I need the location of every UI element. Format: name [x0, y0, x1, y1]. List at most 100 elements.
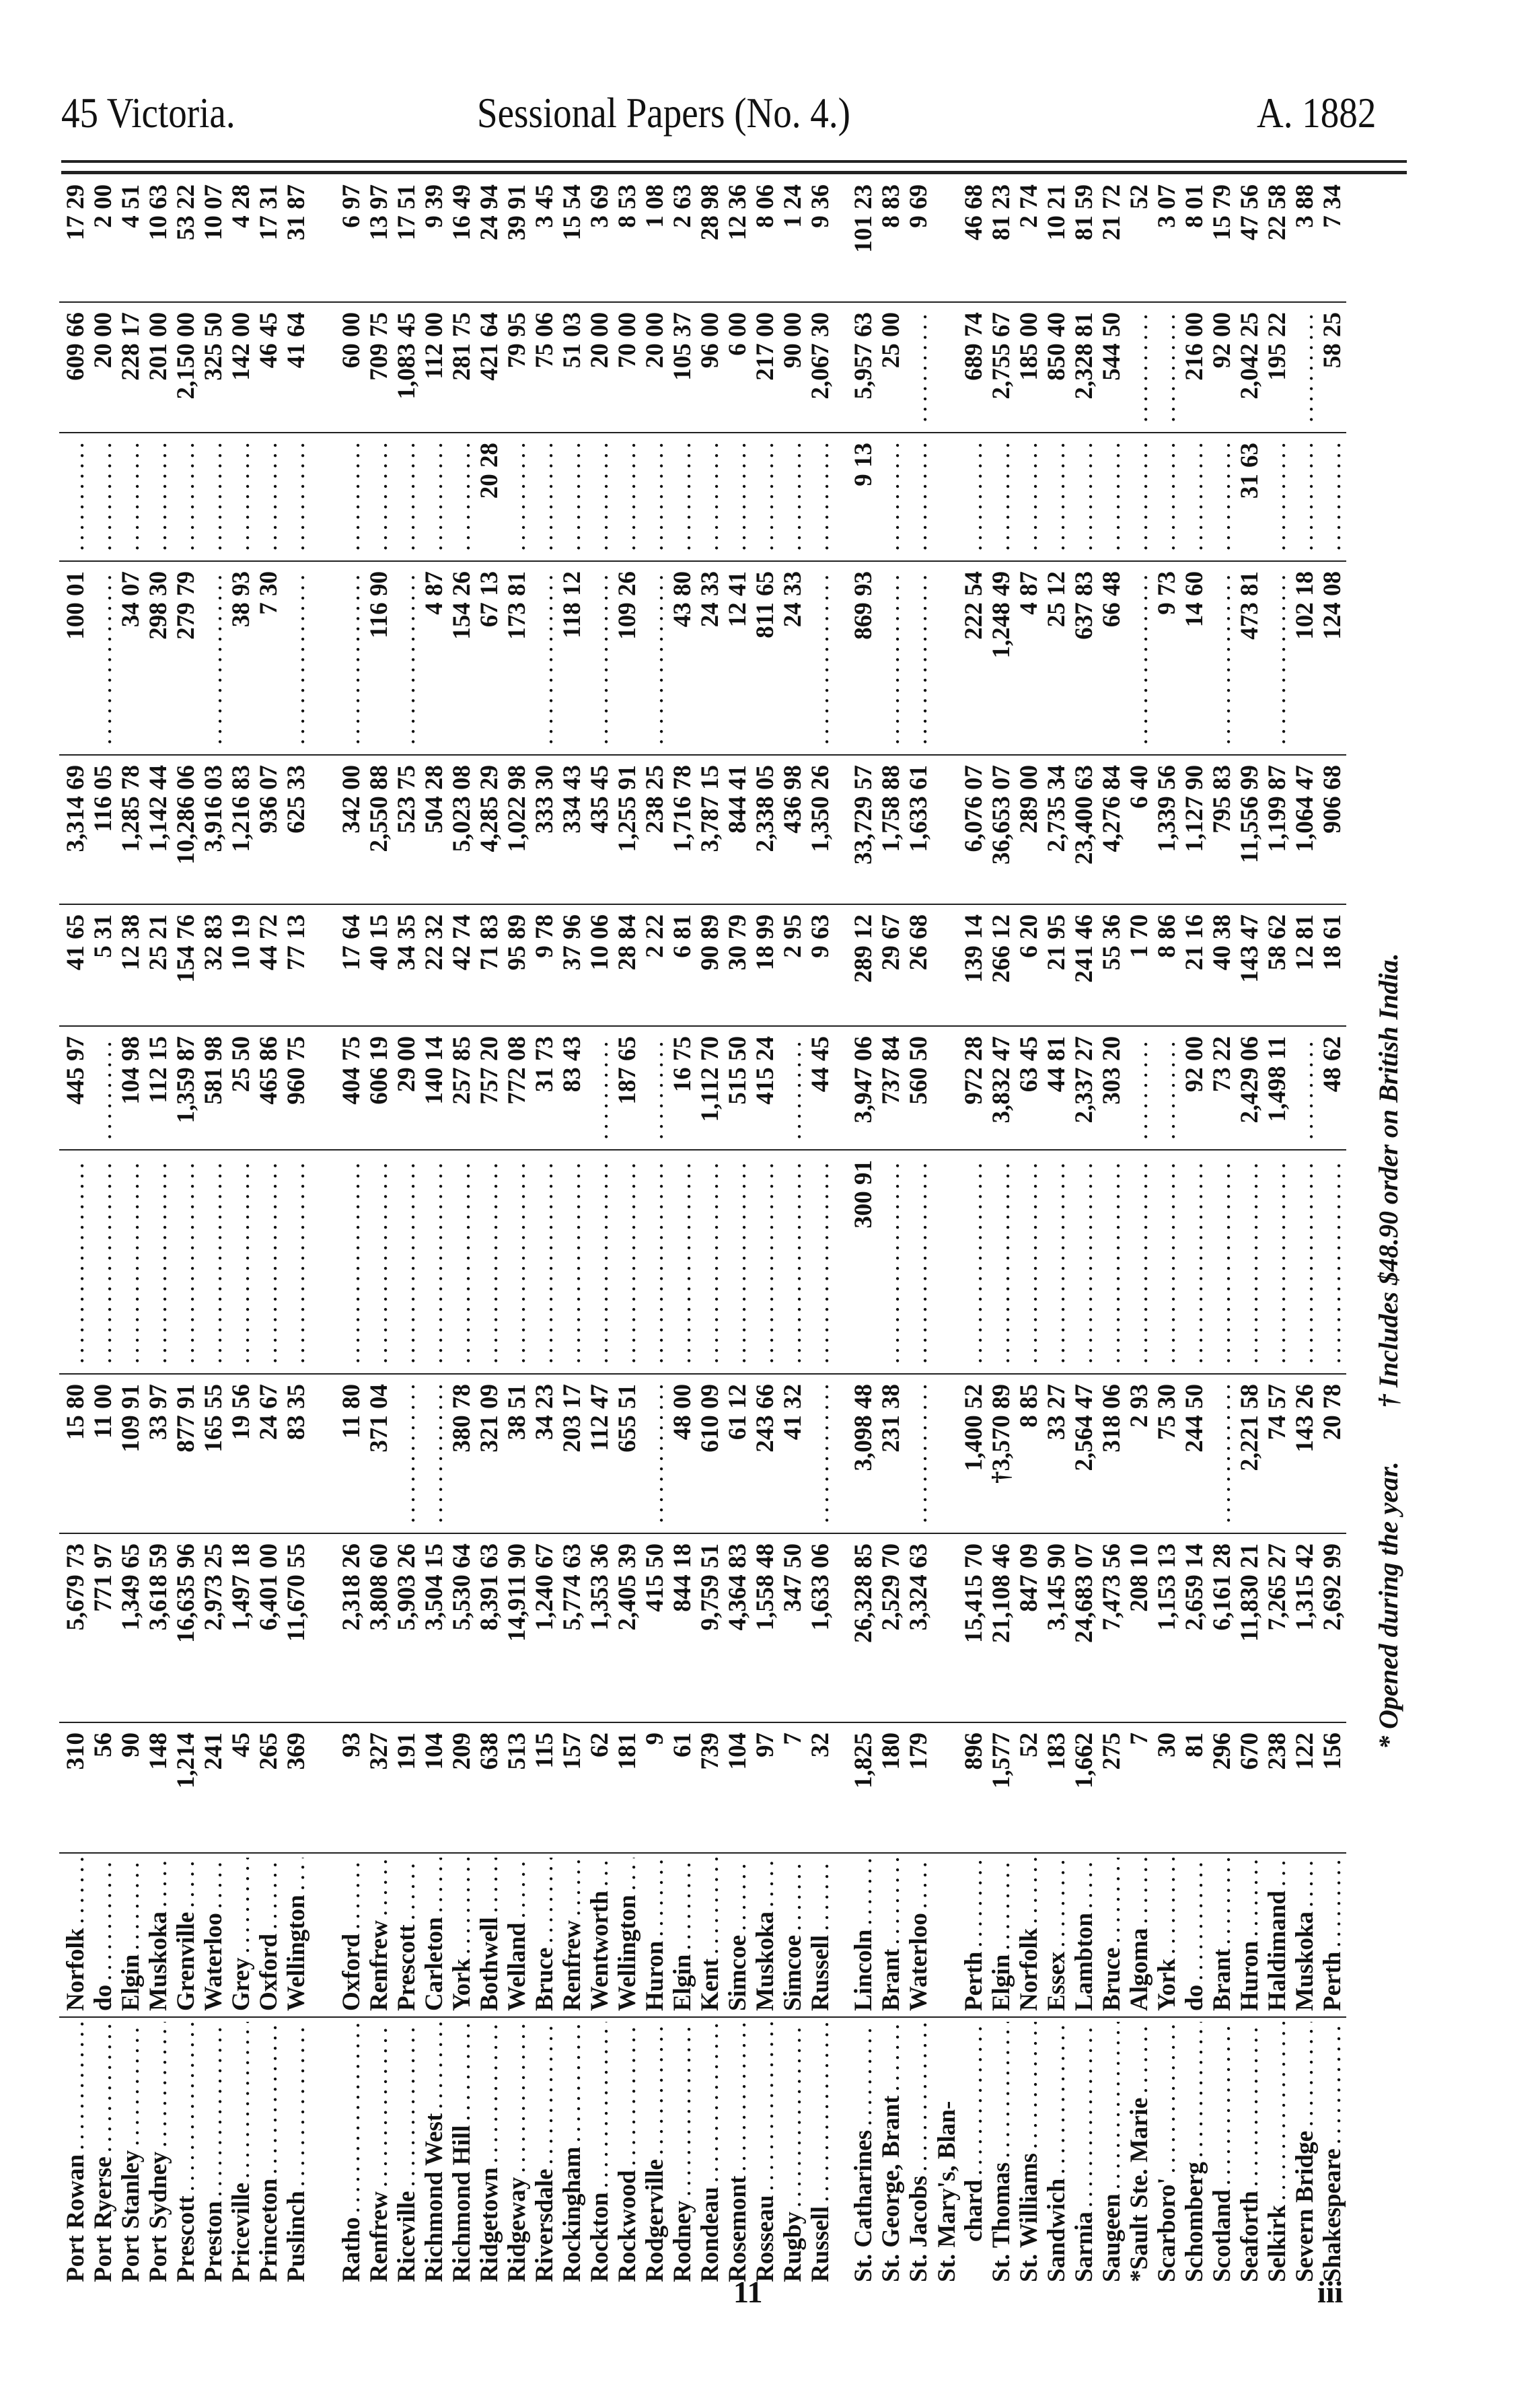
value-cell: 33 97 — [145, 1374, 172, 1533]
county-name: Welland — [504, 1922, 531, 2011]
value-cell: 7 30 — [255, 561, 283, 755]
county-cell: Perth — [932, 1853, 988, 2017]
value-cell: 1,633 06 — [807, 1533, 834, 1722]
dot-leader — [118, 2022, 145, 2146]
value-cell: 7 — [779, 1722, 807, 1853]
signature-mark: 11 — [733, 2275, 763, 2309]
value-cell: 2,318 26 — [338, 1533, 365, 1722]
empty-cell — [779, 1026, 807, 1150]
value-cell: 42 74 — [448, 904, 476, 1026]
value-cell: 56 — [89, 1722, 117, 1853]
dot-leader — [90, 1160, 117, 1364]
value-cell: 20 28 — [476, 433, 503, 561]
post-office-name-cell: Preston — [200, 2017, 227, 2288]
value-cell: 327 — [365, 1722, 393, 1853]
dot-leader — [200, 571, 227, 745]
value-cell: 2,692 99 — [1319, 1533, 1346, 1722]
value-cell: 289 12 — [850, 904, 877, 1026]
dot-leader — [878, 443, 905, 551]
value-cell: 41 65 — [62, 904, 89, 1026]
county-name: Russell — [807, 1934, 834, 2011]
post-office-name: Renfrew — [366, 2191, 393, 2282]
value-cell: 183 — [1043, 1722, 1070, 1853]
value-cell: 19 56 — [227, 1374, 255, 1533]
value-cell: 187 65 — [614, 1026, 641, 1150]
value-cell: 1,199 87 — [1264, 755, 1291, 904]
value-cell: 67 13 — [476, 561, 503, 755]
value-cell: 154 26 — [448, 561, 476, 755]
header-title: Sessional Papers (No. 4.) — [477, 89, 850, 137]
dot-leader — [1071, 2022, 1098, 2208]
empty-cell — [1015, 433, 1043, 561]
value-cell: 1 24 — [779, 175, 807, 302]
empty-cell — [641, 1374, 669, 1533]
dot-leader — [878, 1160, 905, 1364]
value-cell: 3,947 06 — [850, 1026, 877, 1150]
value-cell: 1,214 — [172, 1722, 200, 1853]
empty-cell — [89, 1150, 117, 1374]
value-cell: 195 22 — [1264, 302, 1291, 433]
dot-leader — [807, 571, 834, 745]
value-cell: 1,498 11 — [1264, 1026, 1291, 1150]
value-cell: 81 — [1181, 1722, 1208, 1853]
dot-leader — [1319, 1160, 1346, 1364]
value-cell: 17 31 — [255, 175, 283, 302]
value-cell: 231 38 — [877, 1374, 905, 1533]
value-cell: 4,285 29 — [476, 755, 503, 904]
value-cell: 118 12 — [558, 561, 586, 755]
dot-leader — [90, 571, 117, 745]
value-cell: 25 12 — [1043, 561, 1070, 755]
post-office-name: Rondeau — [697, 2187, 724, 2282]
value-cell: 28 84 — [614, 904, 641, 1026]
dot-leader — [256, 2022, 283, 2175]
post-office-name-cell: Puslinch — [283, 2017, 310, 2288]
value-cell: 415 50 — [641, 1533, 669, 1722]
value-cell: 9 13 — [850, 433, 877, 561]
dot-leader — [1016, 2022, 1043, 2149]
value-cell: 4 51 — [117, 175, 145, 302]
value-cell: 1,285 78 — [117, 755, 145, 904]
empty-cell — [807, 1150, 834, 1374]
county-cell: Muskoka — [145, 1853, 172, 2017]
dot-leader — [1016, 1858, 1043, 1924]
dot-leader — [878, 2022, 905, 2092]
value-cell: 124 08 — [1319, 561, 1346, 755]
dot-leader — [145, 2022, 172, 2148]
empty-cell — [420, 1150, 448, 1374]
dot-leader — [394, 1160, 420, 1364]
value-cell: 1,577 — [988, 1722, 1015, 1853]
value-cell: 2,755 67 — [988, 302, 1015, 433]
dot-leader — [173, 443, 200, 551]
dot-leader — [587, 1036, 614, 1140]
table-row: St. Mary's, Blan-chardPerth89615,415 701… — [932, 175, 988, 2288]
value-cell: 40 15 — [365, 904, 393, 1026]
value-cell: 24 94 — [476, 175, 503, 302]
county-cell: Algoma — [1126, 1853, 1153, 2017]
value-cell: 2 63 — [669, 175, 696, 302]
value-cell: 15 79 — [1208, 175, 1236, 302]
post-office-name: Sandwich — [1043, 2178, 1070, 2282]
value-cell: 105 37 — [669, 302, 696, 433]
empty-cell — [1043, 433, 1070, 561]
dot-leader — [878, 571, 905, 745]
value-cell: 380 78 — [448, 1374, 476, 1533]
value-cell: 29 67 — [877, 904, 905, 1026]
value-cell: 38 93 — [227, 561, 255, 755]
dot-leader — [504, 1858, 531, 1918]
post-office-name: Rosemont — [725, 2175, 752, 2282]
value-cell: 1,216 83 — [227, 755, 255, 904]
post-office-name-cell: Rosemont — [724, 2017, 752, 2288]
dot-leader — [642, 1160, 669, 1364]
value-cell: 14 60 — [1181, 561, 1208, 755]
value-cell: 7 — [1126, 1722, 1153, 1853]
dot-leader — [961, 443, 988, 551]
dot-leader — [338, 1160, 365, 1364]
dot-leader — [1181, 1858, 1208, 1981]
value-cell: 3,324 63 — [905, 1533, 932, 1722]
value-cell: 638 — [476, 1722, 503, 1853]
